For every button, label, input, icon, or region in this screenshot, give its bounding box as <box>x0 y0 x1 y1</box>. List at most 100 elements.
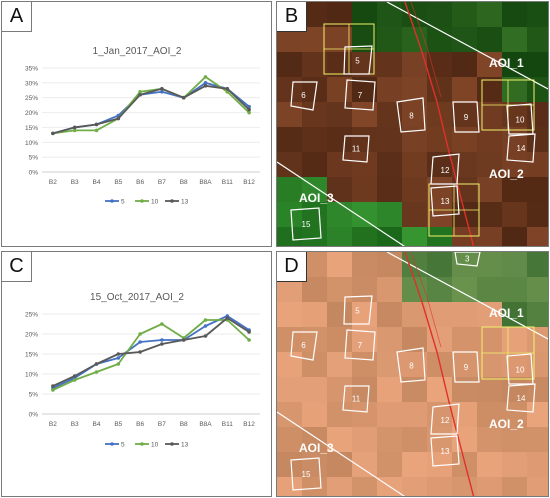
map-pixel <box>502 252 527 277</box>
map-pixel <box>302 127 327 152</box>
map-pixel <box>527 477 548 496</box>
map-pixel <box>327 302 352 327</box>
chart-title: 1_Jan_2017_AOI_2 <box>93 46 182 57</box>
polygon-label: 8 <box>409 112 414 121</box>
aoi-label: AOI_1 <box>489 306 524 320</box>
map-pixel <box>527 27 548 52</box>
map-pixel <box>527 227 548 246</box>
y-tick-label: 25% <box>25 95 38 102</box>
map-pixel <box>477 152 502 177</box>
map-pixel <box>277 302 302 327</box>
map-pixel <box>477 302 502 327</box>
map-pixel <box>502 352 527 377</box>
aoi-label: AOI_1 <box>489 56 524 70</box>
map-pixel <box>277 352 302 377</box>
map-pixel <box>302 352 327 377</box>
pixel-grid <box>277 2 548 246</box>
map-pixel <box>377 27 402 52</box>
legend-label: 5 <box>121 199 125 206</box>
aoi-boundary-line <box>386 252 548 340</box>
field-polygon <box>343 45 373 75</box>
polygon-label: 12 <box>441 416 450 425</box>
data-point <box>116 352 121 356</box>
map-pixel <box>477 202 502 227</box>
map-pixel <box>352 277 377 302</box>
series-line <box>52 84 250 135</box>
map-pixel <box>327 377 352 402</box>
map-pixel <box>502 27 527 52</box>
data-point <box>225 316 230 320</box>
field-polygon <box>290 457 322 491</box>
map-pixel <box>277 177 302 202</box>
data-point <box>94 122 99 127</box>
map-pixel <box>477 77 502 102</box>
data-point <box>203 324 208 328</box>
map-pixel <box>402 177 427 202</box>
map-pixel <box>327 202 352 227</box>
data-point <box>203 84 208 88</box>
data-point <box>116 362 121 366</box>
map-pixel <box>277 77 302 102</box>
map-pixel <box>277 427 302 452</box>
x-tick-label: B12 <box>243 421 255 428</box>
data-point <box>160 342 164 346</box>
data-point <box>51 384 55 388</box>
line-chart-jan: 1_Jan_2017_AOI_2 0% 5% 10% 15% 20% 25% 30% 35% B2… <box>25 46 260 206</box>
map-pixel <box>352 227 377 246</box>
polygon-label: 14 <box>517 144 526 153</box>
map-pixel <box>302 227 327 246</box>
map-pixel <box>477 352 502 377</box>
map-pixel <box>427 2 452 27</box>
data-point <box>160 87 164 91</box>
data-point <box>203 318 208 322</box>
data-point <box>51 388 55 392</box>
map-pixel <box>452 302 477 327</box>
map-pixel <box>502 427 527 452</box>
x-tick-label: B6 <box>136 421 144 428</box>
field-polygon <box>506 133 536 163</box>
map-pixel <box>527 177 548 202</box>
map-pixel <box>277 102 302 127</box>
x-tick-label: B7 <box>158 179 166 186</box>
map-pixel <box>377 452 402 477</box>
map-pixel <box>402 352 427 377</box>
pixel-grid <box>277 252 548 496</box>
data-point <box>247 107 251 112</box>
data-point <box>181 95 186 100</box>
map-pixel <box>427 52 452 77</box>
data-point <box>72 125 77 130</box>
field-polygon <box>342 135 370 163</box>
aoi-boundary-line <box>277 161 406 246</box>
x-tick-label: B8 <box>180 179 188 186</box>
legend-label: 13 <box>181 199 189 206</box>
map-pixel <box>502 227 527 246</box>
x-tick-label: B11 <box>222 421 233 428</box>
map-pixel <box>352 402 377 427</box>
map-pixel <box>527 452 548 477</box>
map-pixel <box>477 127 502 152</box>
field-polygon <box>452 351 480 383</box>
polygon-label: 5 <box>355 306 360 315</box>
map-pixel <box>302 402 327 427</box>
chart-panel-a: A 1_Jan_2017_AOI_2 0% 5% 10% 15% 20% 25% 30% 35%… <box>1 1 272 247</box>
map-pixel <box>477 252 502 277</box>
map-pixel <box>452 177 477 202</box>
aoi-label: AOI_3 <box>299 191 334 205</box>
field-polygon <box>344 79 376 111</box>
map-pixel <box>452 2 477 27</box>
map-pixel <box>352 152 377 177</box>
map-pixel <box>527 127 548 152</box>
map-pixel <box>302 152 327 177</box>
x-tick-label: B5 <box>114 179 122 186</box>
map-pixel <box>327 77 352 102</box>
map-pixel <box>502 52 527 77</box>
series-line <box>52 319 250 391</box>
map-pixel <box>477 427 502 452</box>
map-pixel <box>302 377 327 402</box>
map-pixel <box>527 2 548 27</box>
polygon-label: 13 <box>441 197 450 206</box>
data-point <box>203 81 208 85</box>
map-pixel <box>502 152 527 177</box>
map-pixel <box>377 202 402 227</box>
map-pixel <box>452 427 477 452</box>
